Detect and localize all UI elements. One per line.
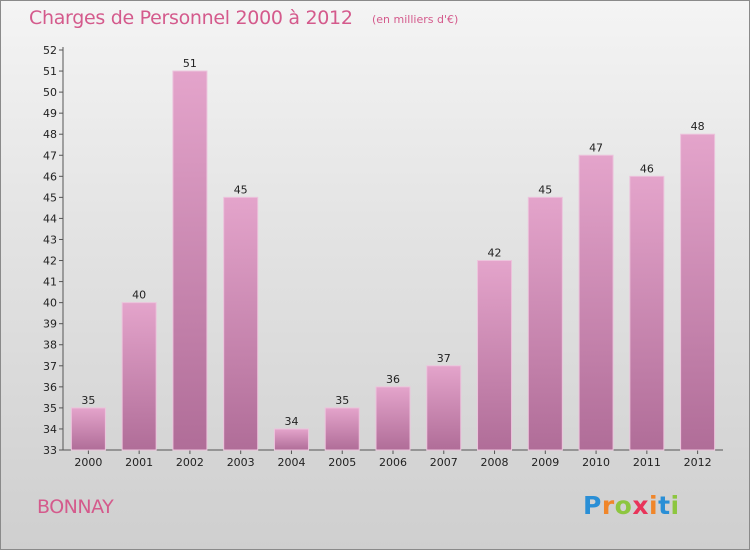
y-tick-label: 40 [43, 297, 57, 310]
x-tick-label: 2011 [633, 456, 661, 469]
x-tick-label: 2007 [430, 456, 458, 469]
x-tick-label: 2004 [277, 456, 305, 469]
bar-value-label: 37 [437, 352, 451, 365]
bar-value-label: 45 [234, 183, 248, 196]
logo-letter: o [614, 491, 633, 520]
x-tick-label: 2002 [176, 456, 204, 469]
y-tick-label: 39 [43, 318, 57, 331]
bar [375, 386, 411, 451]
y-tick-label: 48 [43, 128, 57, 141]
y-tick-label: 51 [43, 65, 57, 78]
x-tick-label: 2012 [684, 456, 712, 469]
bar [426, 365, 462, 451]
bar-value-label: 51 [183, 57, 197, 70]
chart-title: Charges de Personnel 2000 à 2012 [29, 7, 353, 29]
bar [629, 175, 665, 451]
x-tick-label: 2006 [379, 456, 407, 469]
logo-letter: i [670, 491, 680, 520]
x-tick-label: 2009 [531, 456, 559, 469]
x-tick-label: 2000 [74, 456, 102, 469]
logo-letter: t [658, 491, 671, 520]
bar-value-label: 35 [335, 394, 349, 407]
y-tick-label: 47 [43, 149, 57, 162]
bar [70, 407, 106, 451]
y-tick-label: 50 [43, 86, 57, 99]
logo-letter: P [583, 491, 602, 520]
x-tick-label: 2010 [582, 456, 610, 469]
bar [121, 302, 157, 451]
bar-value-label: 42 [488, 247, 502, 260]
y-tick-label: 33 [43, 444, 57, 457]
bar-value-label: 35 [81, 394, 95, 407]
bar [273, 428, 309, 451]
y-tick-label: 36 [43, 381, 57, 394]
y-tick-label: 38 [43, 339, 57, 352]
y-tick-label: 44 [43, 212, 57, 225]
bar-value-label: 47 [589, 141, 603, 154]
proxiti-logo: Proxiti [583, 491, 680, 520]
x-tick-label: 2003 [227, 456, 255, 469]
bar [477, 260, 513, 451]
x-tick-label: 2008 [481, 456, 509, 469]
bar-value-label: 40 [132, 289, 146, 302]
logo-letter: x [632, 491, 649, 520]
logo-letter: i [649, 491, 659, 520]
bar-value-label: 34 [284, 415, 298, 428]
bar [223, 196, 259, 451]
y-tick-label: 43 [43, 233, 57, 246]
y-tick-label: 41 [43, 276, 57, 289]
y-tick-label: 35 [43, 402, 57, 415]
bar-value-label: 45 [538, 183, 552, 196]
unit-note: (en milliers d'€) [372, 13, 459, 26]
bar [527, 196, 563, 451]
bar [578, 154, 614, 451]
logo-letter: r [601, 491, 615, 520]
location-name: BONNAY [37, 496, 114, 518]
bar [172, 70, 208, 451]
bar-value-label: 36 [386, 373, 400, 386]
x-tick-label: 2001 [125, 456, 153, 469]
y-tick-label: 45 [43, 191, 57, 204]
y-tick-label: 52 [43, 44, 57, 57]
bar-value-label: 48 [691, 120, 705, 133]
bar-value-label: 46 [640, 162, 654, 175]
bars: 35 40 51 45 34 35 36 37 42 45 47 46 48 [70, 57, 716, 451]
bar [324, 407, 360, 451]
x-tick-label: 2005 [328, 456, 356, 469]
bar [680, 133, 716, 451]
y-tick-label: 42 [43, 255, 57, 268]
y-tick-label: 37 [43, 360, 57, 373]
y-tick-label: 34 [43, 423, 57, 436]
y-tick-label: 49 [43, 107, 57, 120]
y-tick-label: 46 [43, 170, 57, 183]
